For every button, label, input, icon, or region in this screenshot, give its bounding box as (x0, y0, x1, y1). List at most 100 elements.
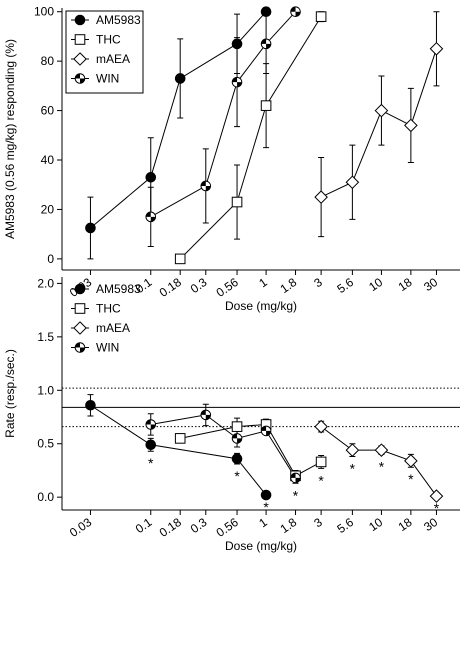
marker-wedge (261, 39, 267, 44)
x-tick-label: 18 (396, 275, 415, 294)
x-tick-label: 3 (311, 515, 325, 530)
legend-label: AM5983 (96, 13, 141, 27)
y-tick-label: 40 (41, 153, 55, 167)
legend-marker (74, 73, 86, 84)
x-tick-label: 0.18 (157, 515, 184, 540)
marker (85, 399, 96, 411)
marker-wedge (295, 11, 301, 17)
x-tick-label: 0.3 (188, 515, 210, 536)
series-line (179, 16, 322, 260)
x-tick-label: 30 (421, 515, 440, 534)
significance-mark: * (293, 487, 299, 503)
x-tick-label: 0.3 (188, 275, 210, 296)
x-tick-label: 0.1 (133, 515, 155, 536)
legend-marker (74, 342, 86, 353)
significance-mark: * (263, 499, 269, 515)
marker-wedge (237, 438, 242, 444)
marker (260, 100, 272, 111)
marker (314, 190, 328, 204)
marker (145, 172, 157, 183)
marker-wedge (75, 73, 80, 79)
x-tick-label: 5.6 (334, 275, 356, 296)
y-axis-label: AM5983 (0.56 mg/kg) responding (%) (3, 39, 17, 239)
marker (374, 103, 389, 118)
marker (290, 6, 301, 18)
marker-wedge (80, 347, 85, 353)
marker-wedge (290, 473, 296, 478)
marker-wedge (237, 82, 242, 87)
marker-wedge (150, 424, 156, 430)
marker-wedge (261, 426, 267, 431)
legend-label: WIN (96, 341, 119, 355)
marker-wedge (150, 216, 156, 222)
marker-wedge (205, 414, 211, 420)
marker (174, 433, 186, 444)
y-tick-label: 60 (41, 104, 55, 118)
marker (145, 211, 157, 223)
marker-wedge (205, 185, 211, 191)
marker (260, 489, 272, 501)
series-line (320, 48, 437, 198)
significance-mark: * (318, 472, 324, 488)
legend-marker (74, 14, 86, 26)
marker (145, 419, 157, 430)
marker (231, 433, 243, 444)
legend-label: mAEA (96, 321, 130, 335)
marker (231, 421, 243, 432)
x-tick-label: 10 (366, 515, 385, 534)
y-tick-label: 0.5 (37, 437, 54, 451)
marker (345, 175, 360, 190)
x-axis-label: Dose (mg/kg) (225, 299, 297, 313)
marker-wedge (266, 430, 271, 436)
significance-mark: * (408, 471, 414, 487)
marker-wedge (145, 212, 151, 217)
legend-marker (74, 34, 86, 45)
marker (145, 439, 157, 451)
x-tick-label: 5.6 (334, 515, 356, 536)
x-tick-label: 0.03 (67, 515, 94, 540)
marker (404, 118, 418, 133)
y-tick-label: 0 (47, 252, 54, 266)
marker (174, 253, 186, 265)
marker-wedge (200, 181, 206, 186)
marker (374, 443, 389, 457)
x-tick-label: 10 (366, 275, 385, 294)
x-tick-label: 1 (256, 515, 270, 530)
marker (231, 196, 243, 208)
legend-marker (73, 321, 87, 335)
marker (429, 489, 444, 503)
marker (231, 76, 243, 88)
marker (290, 472, 301, 484)
x-tick-label: 18 (396, 515, 415, 534)
legend-label: THC (96, 302, 121, 316)
x-tick-label: 0.18 (157, 275, 184, 300)
marker (260, 38, 272, 50)
legend-marker (73, 52, 87, 66)
series-line (150, 11, 296, 218)
legend-label: AM5983 (96, 282, 141, 296)
series-line (180, 423, 322, 477)
legend-label: mAEA (96, 52, 130, 66)
x-tick-label: 0.56 (214, 515, 241, 540)
y-axis-label: Rate (resp./sec.) (3, 349, 17, 438)
marker (260, 425, 272, 437)
marker (231, 38, 243, 50)
marker-wedge (80, 78, 85, 84)
y-tick-label: 100 (34, 5, 54, 19)
y-tick-label: 20 (41, 202, 55, 216)
marker (231, 453, 243, 464)
y-tick-label: 2.0 (37, 276, 54, 290)
marker (404, 454, 418, 468)
marker (345, 443, 360, 457)
y-tick-label: 1.0 (37, 383, 54, 397)
significance-mark: * (148, 455, 154, 471)
marker-wedge (295, 477, 301, 483)
legend-marker (74, 283, 86, 295)
marker (85, 222, 96, 234)
significance-mark: * (379, 458, 385, 474)
y-tick-label: 0.0 (37, 490, 54, 504)
marker (315, 11, 327, 22)
x-axis-label: Dose (mg/kg) (225, 539, 297, 553)
x-tick-label: 1 (256, 275, 270, 290)
